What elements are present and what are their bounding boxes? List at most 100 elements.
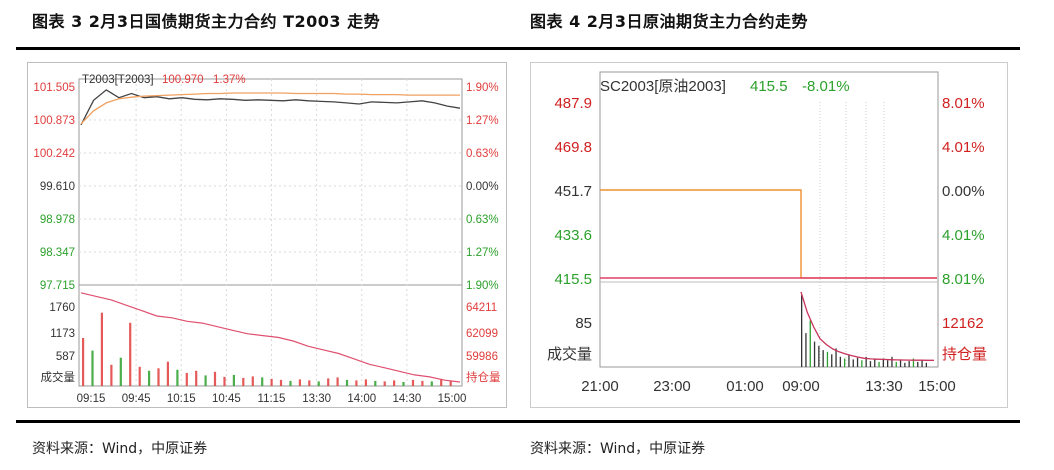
right-header-price: 415.5: [750, 78, 788, 95]
left-y2-tick-label: 1.90%: [466, 280, 499, 292]
left-volume-bar: [355, 380, 358, 386]
right-x-tick-label: 15:00: [918, 378, 956, 395]
right-x-tick-label: 13:30: [865, 378, 903, 395]
left-volume-bar: [289, 380, 292, 386]
left-volume-bar: [364, 379, 367, 386]
left-caption: 图表 3 2月3日国债期货主力合约 T2003 走势: [32, 12, 381, 31]
left-volume-bar: [270, 378, 273, 386]
right-y2-tick-label: 4.01%: [942, 227, 985, 244]
left-y2-tick-label: 1.90%: [466, 82, 499, 94]
left-volume-bar: [129, 322, 132, 386]
left-volume-bar: [138, 366, 141, 386]
left-oi-tick-label: 64211: [466, 302, 497, 314]
right-y-tick-label: 451.7: [554, 183, 592, 200]
right-caption: 图表 4 2月3日原油期货主力合约走势: [530, 12, 809, 31]
left-volume-bar: [110, 364, 113, 386]
left-volume-bar: [402, 382, 405, 386]
right-source: 资料来源：Wind，中原证券: [530, 441, 706, 457]
left-volume-bar: [213, 371, 217, 386]
right-y2-tick-label: 8.01%: [942, 271, 985, 288]
left-volume-bar: [176, 369, 179, 386]
left-x-tick-label: 14:30: [392, 393, 421, 405]
right-x-tick-label: 01:00: [726, 378, 764, 395]
right-header-symbol: SC2003[原油2003]: [600, 78, 726, 95]
right-price-line: [600, 189, 937, 279]
left-volume-bar: [317, 381, 320, 386]
right-volume-bar: [895, 361, 897, 367]
right-y-tick-label: 487.9: [554, 95, 592, 112]
left-x-tick-label: 13:30: [302, 393, 331, 405]
left-x-tick-label: 14:00: [347, 393, 376, 405]
left-source: 资料来源：Wind，中原证券: [32, 441, 208, 457]
left-open-interest-line: [80, 292, 461, 383]
left-oi-axis-label: 持仓量: [466, 370, 501, 384]
left-volume-bar: [242, 377, 245, 386]
left-average-line: [80, 92, 460, 125]
left-x-tick-label: 10:15: [167, 393, 196, 405]
left-volume-bar: [251, 376, 254, 386]
right-y2-tick-label: 0.00%: [942, 183, 985, 200]
right-oi-tick-label: 12162: [942, 315, 984, 332]
top-rule: [16, 47, 1020, 50]
right-y-tick-label: 433.6: [554, 227, 592, 244]
left-y-tick-label: 101.505: [33, 82, 75, 94]
right-volume-tick-label: 85: [575, 315, 592, 332]
right-volume-bar: [809, 320, 811, 367]
left-volume-tick-label: 1760: [49, 302, 75, 314]
left-y-tick-label: 98.978: [40, 214, 75, 226]
right-volume-bar: [891, 356, 893, 367]
left-y2-tick-label: 1.27%: [466, 247, 499, 259]
right-volume-bar: [908, 361, 910, 367]
left-volume-bar: [345, 379, 349, 386]
right-volume-bar: [865, 356, 867, 367]
left-volume-tick-label: 1173: [50, 328, 75, 340]
right-plot-frame: [599, 71, 939, 368]
right-volume-bar: [887, 360, 889, 367]
left-price-line: [80, 89, 461, 126]
right-volume-bar: [801, 295, 803, 367]
left-volume-bar: [374, 380, 377, 386]
right-volume-bar: [869, 361, 872, 367]
left-volume-bar: [327, 378, 330, 386]
left-volume-bar: [166, 361, 169, 386]
left-chart-frame: [27, 62, 507, 408]
right-y-tick-label: 469.8: [554, 139, 592, 156]
left-header-price: 100.970: [162, 74, 204, 86]
left-x-tick-label: 11:15: [258, 393, 286, 405]
left-volume-bar: [223, 376, 226, 386]
left-volume-bar: [261, 377, 264, 386]
left-volume-bar: [298, 379, 301, 386]
right-volume-bar: [831, 354, 833, 367]
left-volume-axis-label: 成交量: [41, 370, 76, 384]
right-volume-bar: [882, 358, 884, 367]
left-y2-tick-label: 0.00%: [466, 181, 499, 193]
left-x-tick-label: 09:15: [77, 393, 106, 405]
right-volume-bar: [813, 341, 816, 367]
right-chart-frame: [530, 62, 1008, 408]
right-volume-bar: [912, 358, 915, 367]
right-volume-bar: [904, 362, 906, 367]
left-y2-tick-label: 0.63%: [466, 214, 499, 226]
left-y-tick-label: 100.873: [33, 115, 75, 127]
left-y2-tick-label: 0.63%: [466, 148, 499, 160]
right-volume-bar: [844, 358, 846, 367]
right-x-tick-label: 21:00: [581, 378, 619, 395]
right-volume-bar: [917, 361, 919, 367]
right-volume-bar: [835, 348, 837, 367]
right-y2-tick-label: 8.01%: [942, 95, 985, 112]
right-y-tick-label: 415.5: [554, 271, 592, 288]
left-volume-bar: [421, 380, 424, 386]
left-volume-bar: [232, 374, 235, 386]
left-volume-bar: [148, 370, 151, 386]
left-header-change: 1.37%: [213, 74, 246, 86]
right-volume-axis-label: 成交量: [547, 345, 592, 363]
left-volume-bar: [430, 381, 433, 386]
right-volume-bar: [925, 362, 927, 367]
right-x-tick-label: 09:00: [782, 378, 820, 395]
right-volume-bar: [818, 345, 820, 367]
right-volume-bar: [856, 357, 859, 367]
right-volume-bar: [899, 359, 902, 367]
left-y-tick-label: 100.242: [33, 148, 75, 160]
left-header-symbol: T2003[T2003]: [82, 74, 154, 86]
right-oi-axis-label: 持仓量: [942, 346, 987, 363]
